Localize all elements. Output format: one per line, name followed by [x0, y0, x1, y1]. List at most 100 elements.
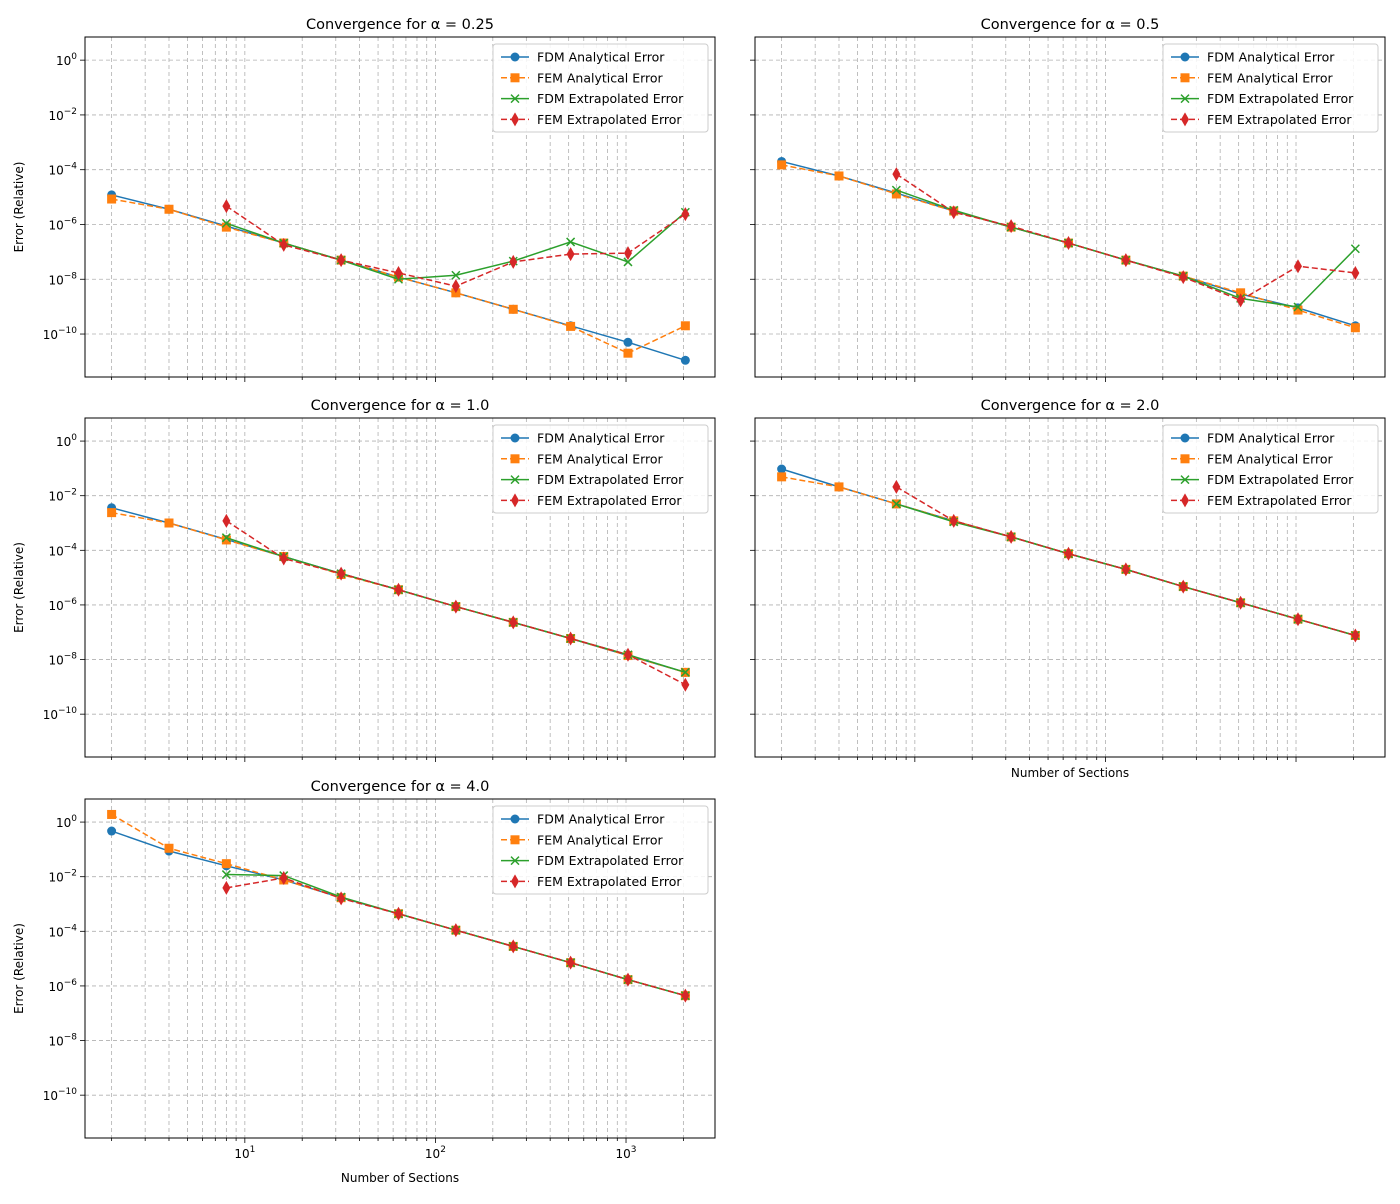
data-point — [279, 237, 288, 252]
data-point — [107, 194, 117, 204]
subplot-2: Convergence for α = 0.5 FDM Analytical Er… — [750, 17, 1386, 382]
data-point — [337, 253, 346, 268]
data-point — [451, 279, 460, 294]
x-axis-label: Number of Sections — [341, 1171, 459, 1185]
data-point — [891, 185, 901, 195]
data-point — [949, 205, 958, 220]
data-point — [394, 265, 403, 280]
legend-box — [492, 424, 709, 514]
data-point — [623, 246, 632, 261]
legend-label: FEM Analytical Error — [1207, 70, 1334, 85]
data-point — [892, 479, 901, 494]
axes-frame — [754, 36, 1386, 378]
subplot-5: 100 10−2 10−4 10−6 10−8 10−10 101 102 103 Converg… — [12, 779, 716, 1185]
legend-box — [492, 43, 709, 133]
data-point — [681, 677, 690, 692]
y-tick-label: 10−4 — [48, 162, 77, 178]
axes-frame — [84, 798, 716, 1139]
data-point — [1121, 253, 1130, 268]
legend-label: FEM Analytical Error — [537, 70, 664, 85]
legend-marker — [510, 433, 520, 443]
data-point — [834, 482, 844, 492]
legend-marker — [511, 112, 519, 127]
legend-marker — [511, 493, 519, 508]
data-point — [164, 204, 174, 214]
data-point — [566, 237, 576, 247]
data-point — [566, 955, 575, 970]
data-point — [891, 499, 901, 509]
data-point — [107, 809, 117, 819]
legend-marker — [510, 454, 520, 464]
y-tick-label: 10−6 — [48, 597, 77, 613]
legend-marker — [511, 874, 519, 889]
subplot-title: Convergence for α = 4.0 — [311, 779, 490, 795]
y-tick-label: 10−10 — [43, 706, 78, 722]
legend-marker — [1180, 94, 1190, 104]
legend-marker — [1180, 73, 1190, 83]
series-line-fdm-extrapolated-error — [226, 211, 686, 281]
data-point — [623, 257, 633, 267]
y-tick-label: 100 — [56, 52, 77, 68]
subplot-1: 100 10−2 10−4 10−6 10−8 10−10 Convergence for … — [12, 17, 716, 382]
legend-label: FEM Extrapolated Error — [1207, 493, 1352, 508]
y-tick-label: 10−10 — [43, 1087, 78, 1103]
legend-box — [492, 805, 709, 895]
legend-marker — [510, 814, 520, 824]
legend: FDM Analytical Error FEM Analytical Error… — [492, 43, 709, 133]
data-point — [107, 826, 117, 836]
subplot-title: Convergence for α = 0.5 — [981, 17, 1160, 33]
y-tick-label: 10−8 — [48, 271, 77, 287]
series-line-fem-extrapolated-error — [895, 173, 1356, 302]
subplot-title: Convergence for α = 1.0 — [311, 398, 490, 414]
legend: FDM Analytical Error FEM Analytical Error… — [1162, 424, 1379, 514]
data-point — [509, 939, 518, 954]
y-tick-label: 10−6 — [48, 216, 77, 232]
data-point — [1350, 244, 1360, 254]
y-tick-label: 10−8 — [48, 652, 77, 668]
legend-label: FEM Extrapolated Error — [537, 874, 682, 889]
subplot-4: Convergence for α = 2.0 Number of Section… — [750, 398, 1386, 780]
data-point — [949, 513, 958, 528]
legend-label: FDM Analytical Error — [537, 812, 665, 827]
legend-label: FDM Analytical Error — [537, 431, 665, 446]
data-point — [221, 222, 231, 232]
data-point — [1293, 302, 1303, 312]
legend-box — [1162, 43, 1379, 133]
axes-frame — [84, 36, 716, 378]
legend-label: FDM Extrapolated Error — [1207, 91, 1354, 106]
data-point — [1179, 579, 1188, 594]
data-point — [623, 348, 633, 358]
data-point — [891, 189, 901, 199]
legend-marker — [1180, 454, 1190, 464]
legend: FDM Analytical Error FEM Analytical Error… — [492, 805, 709, 895]
data-point — [834, 171, 844, 181]
legend-label: FEM Analytical Error — [537, 832, 664, 847]
data-point — [279, 870, 288, 885]
legend-label: FDM Extrapolated Error — [537, 472, 684, 487]
data-point — [337, 891, 346, 906]
data-point — [1007, 219, 1016, 234]
data-point — [1121, 562, 1130, 577]
subplot-title: Convergence for α = 0.25 — [306, 17, 494, 33]
data-point — [777, 472, 787, 482]
y-axis-label: Error (Relative) — [12, 162, 26, 253]
data-point — [1236, 288, 1246, 298]
data-point — [1293, 305, 1303, 315]
data-point — [107, 508, 117, 518]
data-point — [221, 533, 231, 543]
data-point — [164, 518, 174, 528]
legend-label: FDM Analytical Error — [537, 50, 665, 65]
data-point — [680, 355, 690, 365]
legend-label: FDM Analytical Error — [1207, 50, 1335, 65]
legend-box — [1162, 424, 1379, 514]
data-point — [394, 582, 403, 597]
x-tick-label: 102 — [425, 1145, 446, 1161]
data-point — [1064, 236, 1073, 251]
data-point — [279, 551, 288, 566]
y-tick-label: 10−2 — [48, 107, 77, 123]
legend-marker — [1180, 433, 1190, 443]
data-point — [623, 337, 633, 347]
legend-marker — [510, 475, 520, 485]
y-tick-label: 10−8 — [48, 1033, 77, 1049]
legend-label: FDM Extrapolated Error — [537, 853, 684, 868]
